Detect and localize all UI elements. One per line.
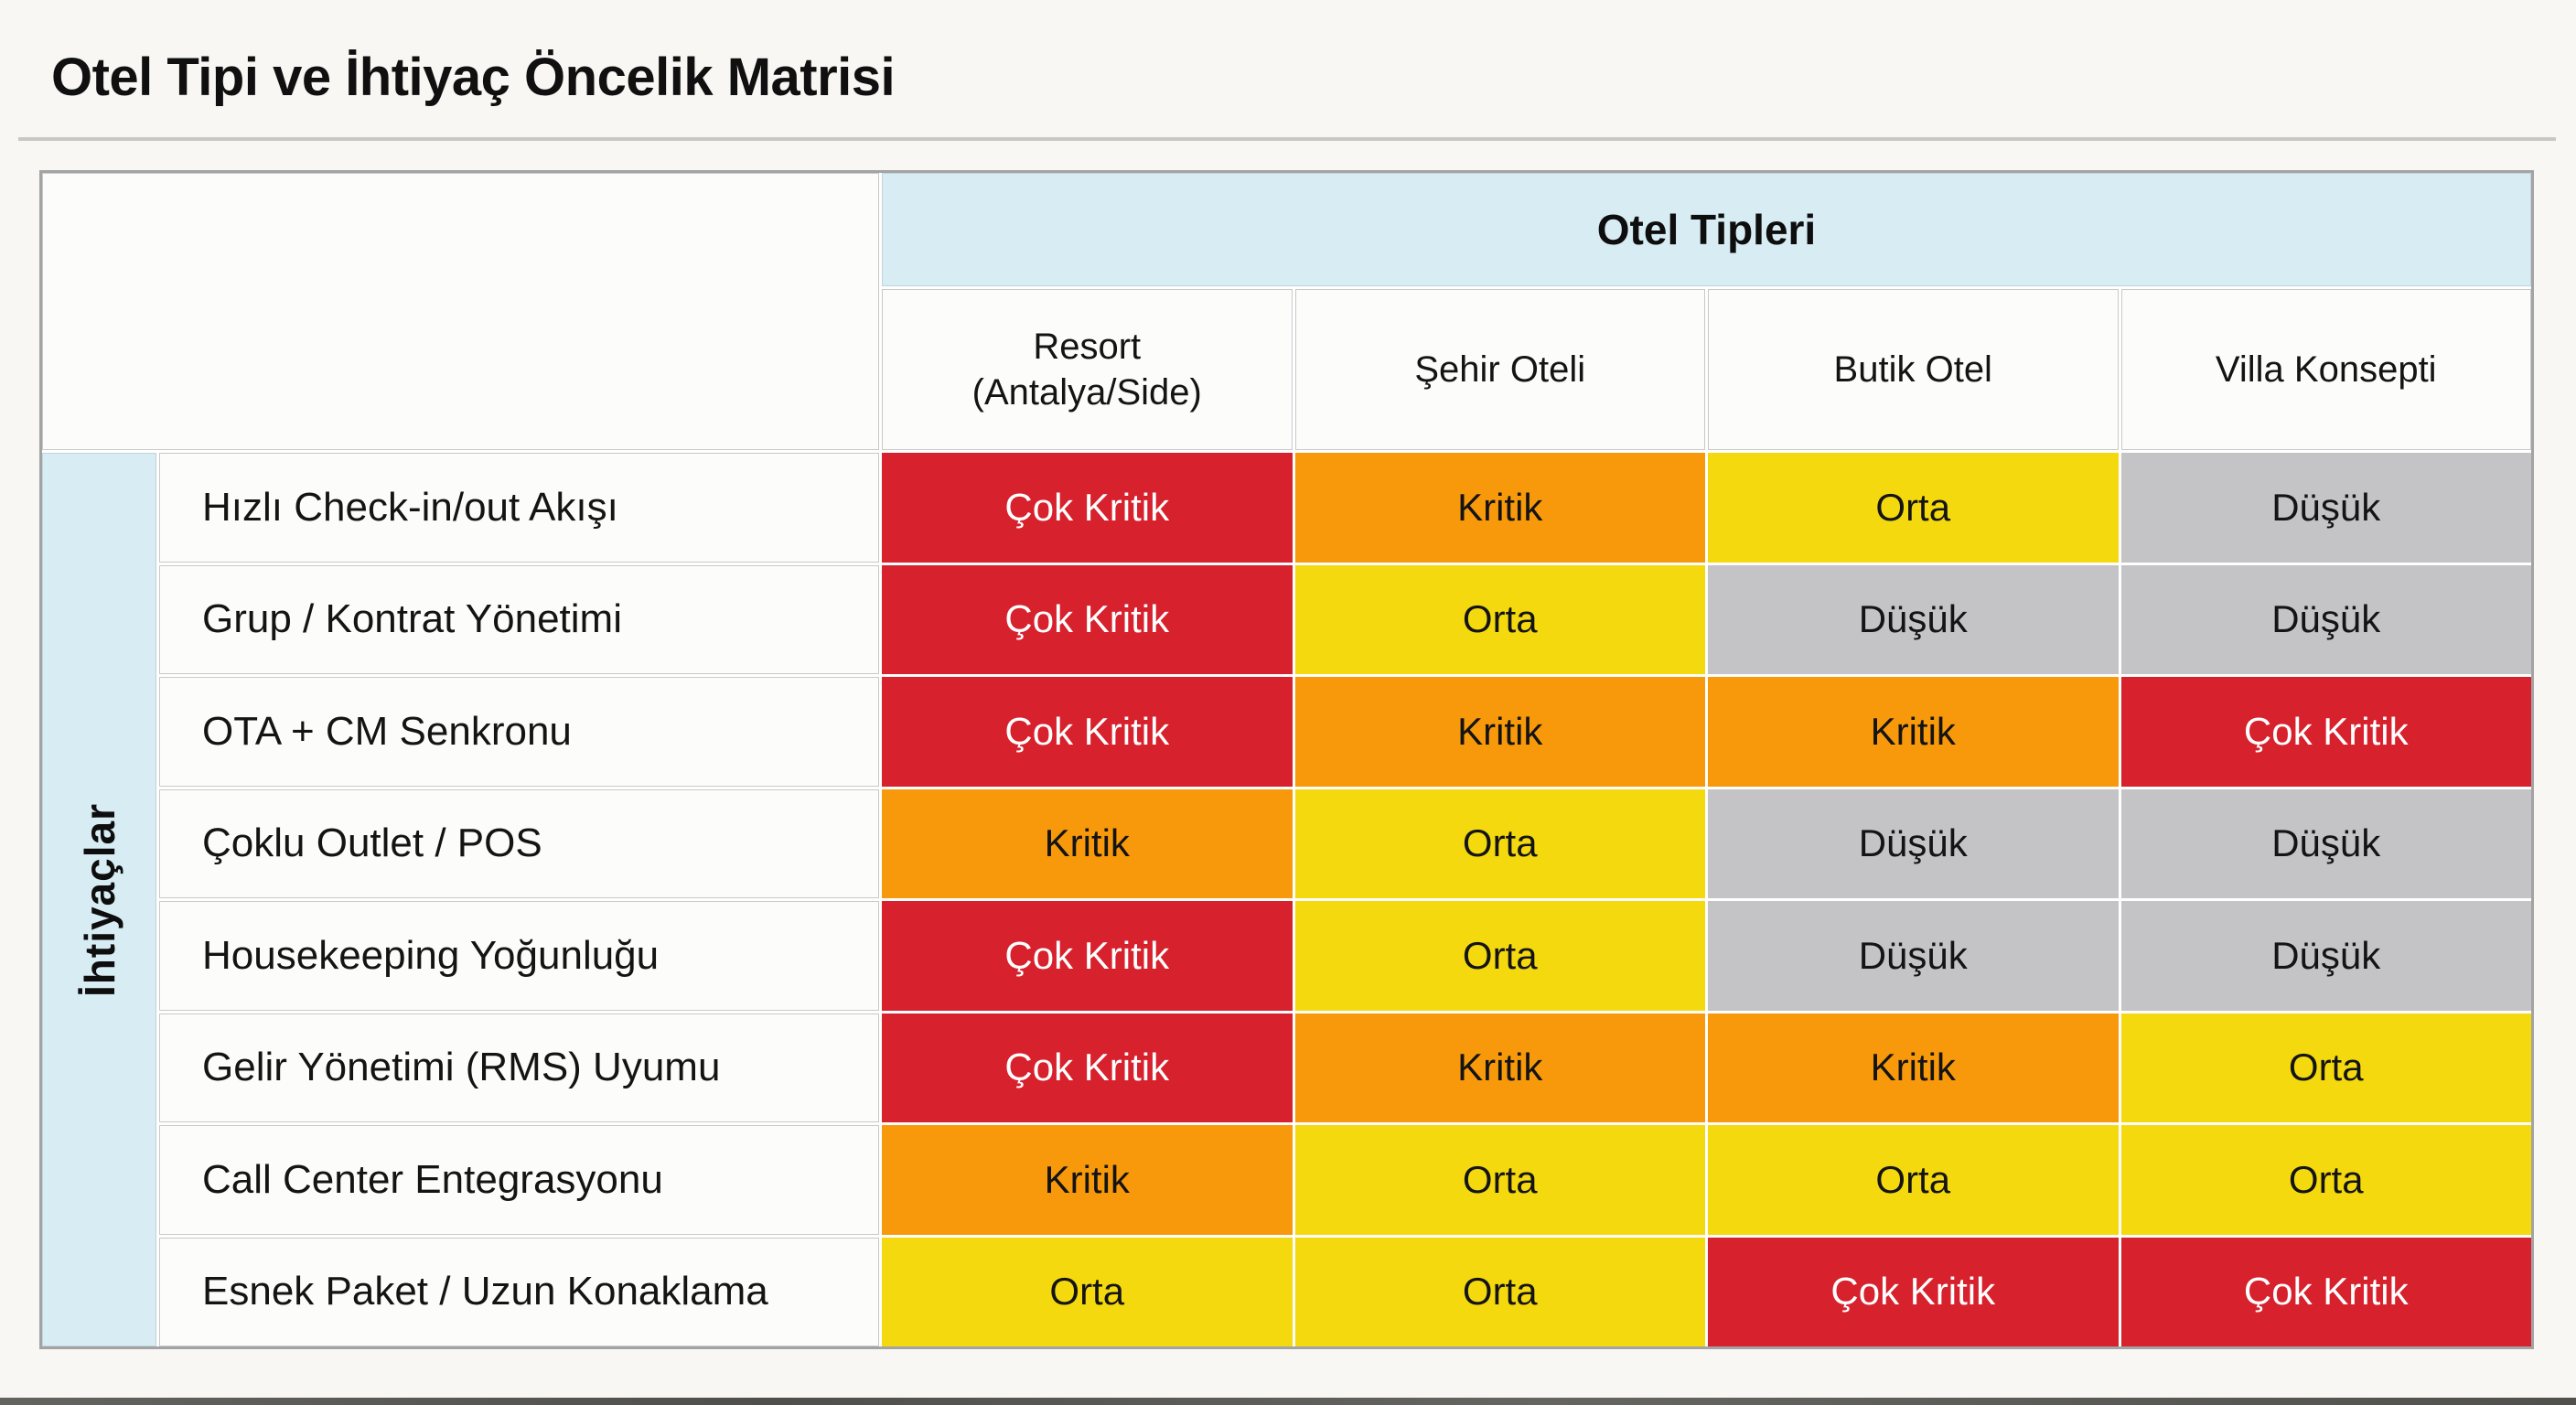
title-divider — [18, 137, 2556, 141]
matrix-cell-orta: Orta — [882, 1237, 1293, 1346]
matrix-cell-dusuk: Düşük — [2120, 564, 2531, 674]
matrix-cell-cok-kritik: Çok Kritik — [882, 564, 1293, 674]
row-group-label: İhtiyaçlar — [75, 802, 123, 997]
matrix-cell-orta: Orta — [1708, 1125, 2119, 1235]
matrix-cell-dusuk: Düşük — [2120, 453, 2531, 563]
matrix-cell-kritik: Kritik — [1708, 677, 2119, 787]
row-label: Çoklu Outlet / POS — [159, 788, 879, 898]
matrix-cell-cok-kritik: Çok Kritik — [2120, 1237, 2531, 1346]
priority-matrix-table: Otel Tipleri İhtiyaçlar Resort (Antalya/… — [39, 170, 2534, 1349]
column-header-2: Şehir Oteli — [1294, 289, 1705, 450]
matrix-cell-dusuk: Düşük — [1708, 564, 2119, 674]
row-label: Call Center Entegrasyonu — [159, 1125, 879, 1235]
bottom-edge-artifact — [0, 1398, 2576, 1405]
matrix-cell-dusuk: Düşük — [2120, 788, 2531, 898]
matrix-cell-dusuk: Düşük — [1708, 788, 2119, 898]
matrix-cell-dusuk: Düşük — [1708, 901, 2119, 1011]
row-label: Hızlı Check-in/out Akışı — [159, 453, 879, 563]
matrix-cell-cok-kritik: Çok Kritik — [882, 677, 1293, 787]
row-group-header: İhtiyaçlar — [42, 453, 156, 1346]
matrix-cell-cok-kritik: Çok Kritik — [2120, 677, 2531, 787]
matrix-cell-cok-kritik: Çok Kritik — [882, 453, 1293, 563]
matrix-corner-empty-cell — [42, 173, 879, 450]
row-label: Gelir Yönetimi (RMS) Uyumu — [159, 1013, 879, 1122]
matrix-cell-kritik: Kritik — [1294, 453, 1705, 563]
matrix-cell-orta: Orta — [1294, 1125, 1705, 1235]
matrix-cell-orta: Orta — [1294, 901, 1705, 1011]
row-label: Grup / Kontrat Yönetimi — [159, 564, 879, 674]
matrix-cell-dusuk: Düşük — [2120, 901, 2531, 1011]
matrix-cell-orta: Orta — [1294, 1237, 1705, 1346]
column-group-header: Otel Tipleri — [882, 173, 2531, 286]
matrix-cell-orta: Orta — [1294, 788, 1705, 898]
column-header-3: Butik Otel — [1708, 289, 2119, 450]
matrix-cell-kritik: Kritik — [882, 788, 1293, 898]
matrix-cell-cok-kritik: Çok Kritik — [882, 901, 1293, 1011]
column-header-1: Resort (Antalya/Side) — [882, 289, 1293, 450]
matrix-cell-kritik: Kritik — [1708, 1013, 2119, 1122]
row-label: Housekeeping Yoğunluğu — [159, 901, 879, 1011]
row-label: Esnek Paket / Uzun Konaklama — [159, 1237, 879, 1346]
matrix-cell-orta: Orta — [2120, 1013, 2531, 1122]
matrix-cell-orta: Orta — [1708, 453, 2119, 563]
matrix-cell-cok-kritik: Çok Kritik — [1708, 1237, 2119, 1346]
matrix-cell-kritik: Kritik — [1294, 1013, 1705, 1122]
page-title: Otel Tipi ve İhtiyaç Öncelik Matrisi — [51, 47, 896, 107]
matrix-cell-orta: Orta — [1294, 564, 1705, 674]
column-header-4: Villa Konsepti — [2120, 289, 2531, 450]
matrix-cell-kritik: Kritik — [1294, 677, 1705, 787]
matrix-cell-cok-kritik: Çok Kritik — [882, 1013, 1293, 1122]
row-label: OTA + CM Senkronu — [159, 677, 879, 787]
matrix-cell-kritik: Kritik — [882, 1125, 1293, 1235]
matrix-cell-orta: Orta — [2120, 1125, 2531, 1235]
